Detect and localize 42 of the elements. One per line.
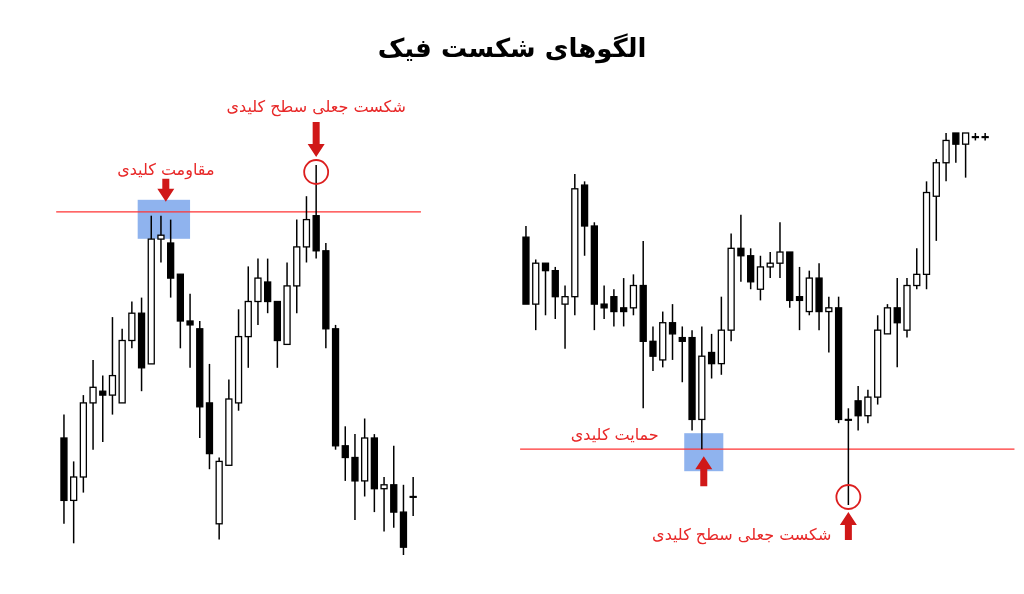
candlestick	[70, 460, 78, 545]
candlestick	[795, 266, 804, 331]
candlestick	[186, 292, 194, 369]
candlestick	[610, 288, 618, 328]
ref-line-label: حمایت کلیدی	[570, 425, 659, 445]
candlestick	[254, 257, 262, 326]
candlestick	[864, 388, 872, 424]
candlestick	[668, 303, 677, 361]
candlestick	[108, 316, 117, 416]
candlestick	[620, 277, 628, 328]
text: الگوهای شکست فیک	[377, 33, 647, 64]
candlestick	[600, 284, 608, 320]
candlestick	[409, 476, 417, 517]
candlestick	[157, 214, 165, 264]
candlestick	[351, 433, 359, 521]
text: شکست جعلی سطح کلیدی	[226, 97, 406, 117]
candlestick	[913, 247, 921, 290]
candlestick	[629, 273, 638, 317]
candlestick	[961, 132, 970, 179]
candlestick	[766, 251, 774, 279]
candlestick	[649, 325, 657, 372]
candlestick	[341, 425, 349, 482]
candlestick	[893, 277, 901, 369]
ref-line-label: مقاومت کلیدی	[117, 159, 215, 180]
candlestick	[99, 374, 107, 443]
candlestick	[776, 221, 784, 279]
candlestick	[89, 359, 97, 451]
candlestick	[844, 407, 853, 506]
candlestick	[264, 257, 272, 314]
candlestick	[825, 295, 833, 354]
candlestick	[707, 333, 716, 380]
candlestick	[952, 132, 960, 164]
candlestick	[737, 214, 745, 283]
candlestick	[981, 132, 989, 142]
candlestick	[678, 325, 686, 383]
candlestick	[756, 255, 765, 302]
text: شکست جعلی سطح کلیدی	[652, 525, 832, 545]
candlestick	[561, 284, 569, 350]
candlestick	[380, 476, 388, 533]
candlestick	[541, 262, 550, 317]
candlestick	[942, 132, 950, 183]
candlestick	[854, 385, 862, 432]
